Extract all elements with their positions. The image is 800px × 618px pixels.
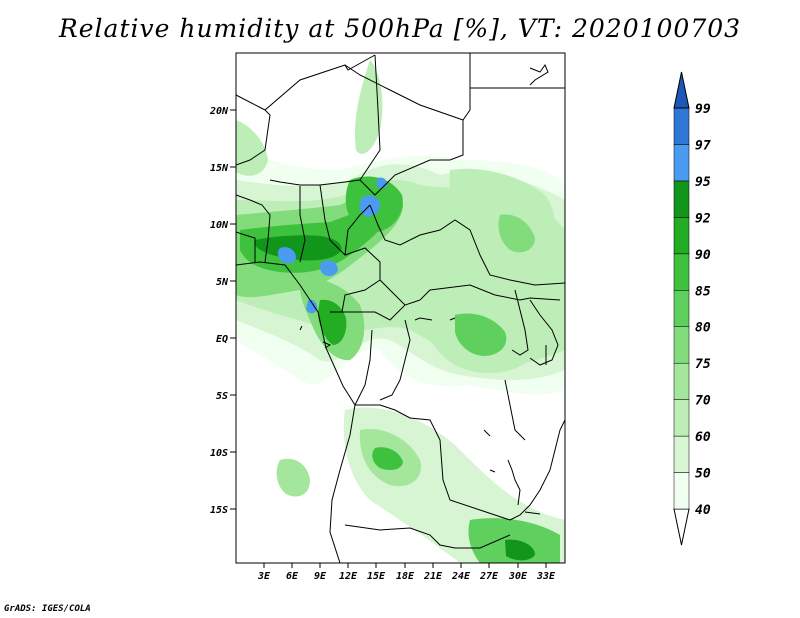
lon-label-24e: 24E (451, 571, 471, 582)
lat-label-10s: 10S (210, 448, 228, 459)
colorbar-upper-arrow (673, 71, 690, 109)
lon-label-9e: 9E (314, 571, 327, 582)
colorbar-label: 97 (695, 138, 711, 153)
colorbar-segment (673, 217, 690, 255)
lon-label-33e: 33E (536, 571, 556, 582)
humidity-area-north-60 (354, 60, 383, 154)
colorbar-segment (673, 472, 690, 510)
colorbar-segment (673, 362, 690, 400)
lon-label-15e: 15E (367, 571, 386, 582)
colorbar-label: 80 (695, 321, 711, 336)
humidity-area-95-chad (359, 195, 381, 217)
lat-label-20n: 20N (209, 106, 229, 117)
colorbar-label: 70 (695, 394, 711, 409)
colorbar-label: 90 (695, 248, 711, 263)
humidity-area-95-nigeria (277, 247, 296, 264)
colorbar-label: 40 (695, 503, 711, 518)
lat-label-10n: 10N (210, 220, 229, 231)
humidity-area-se-92 (505, 539, 535, 561)
humidity-area-92 (255, 235, 342, 261)
country-borders (236, 53, 565, 563)
humidity-area-east-80 (455, 313, 507, 356)
colorbar-label: 92 (695, 211, 711, 226)
humidity-area-sw-70 (276, 458, 310, 497)
colorbar-label: 75 (695, 357, 711, 372)
longitude-axis: 3E 6E 9E 12E 15E 18E 21E 24E 27E 30E 33E (257, 563, 556, 582)
lat-label-eq: EQ (216, 334, 228, 345)
chart-title: Relative humidity at 500hPa [%], VT: 202… (58, 14, 742, 43)
credit-text: GrADS: IGES/COLA (4, 604, 91, 614)
lon-label-12e: 12E (339, 571, 358, 582)
colorbar-segment (673, 107, 690, 145)
colorbar-segment (673, 253, 690, 291)
colorbar-segment (673, 326, 690, 364)
lon-label-27e: 27E (479, 571, 499, 582)
lat-label-15n: 15N (210, 163, 229, 174)
colorbar-lower-arrow (673, 508, 690, 546)
lon-label-3e: 3E (257, 571, 271, 582)
colorbar-label: 85 (695, 284, 711, 299)
lat-label-5n: 5N (216, 277, 229, 288)
lon-label-18e: 18E (396, 571, 415, 582)
humidity-area-south-85 (372, 447, 403, 470)
colorbar-label: 99 (695, 102, 711, 117)
latitude-axis: 20N 15N 10N 5N EQ 5S 10S 15S (209, 106, 236, 516)
humidity-area-95-cameroon (319, 260, 338, 277)
lon-label-21e: 21E (423, 571, 443, 582)
lon-label-30e: 30E (508, 571, 528, 582)
map-frame (235, 52, 566, 564)
colorbar-segment (673, 144, 690, 182)
humidity-area-95-coast (306, 299, 318, 314)
lat-label-15s: 15S (210, 505, 228, 516)
humidity-area-coast-90 (318, 299, 347, 345)
colorbar-label: 95 (695, 175, 711, 190)
lon-label-6e: 6E (286, 571, 299, 582)
humidity-field (236, 60, 565, 563)
colorbar-segment (673, 290, 690, 327)
humidity-area-ne-75 (498, 214, 535, 253)
colorbar-label: 50 (695, 467, 711, 482)
colorbar-label: 60 (695, 430, 711, 445)
colorbar-segment (673, 180, 690, 218)
colorbar-segment (673, 399, 690, 437)
humidity-area-nw-60 (236, 120, 268, 176)
colorbar-segment (673, 435, 690, 473)
lat-label-5s: 5S (216, 391, 228, 402)
colorbar: 40 50 60 70 75 80 85 90 92 95 97 99 (673, 71, 711, 546)
